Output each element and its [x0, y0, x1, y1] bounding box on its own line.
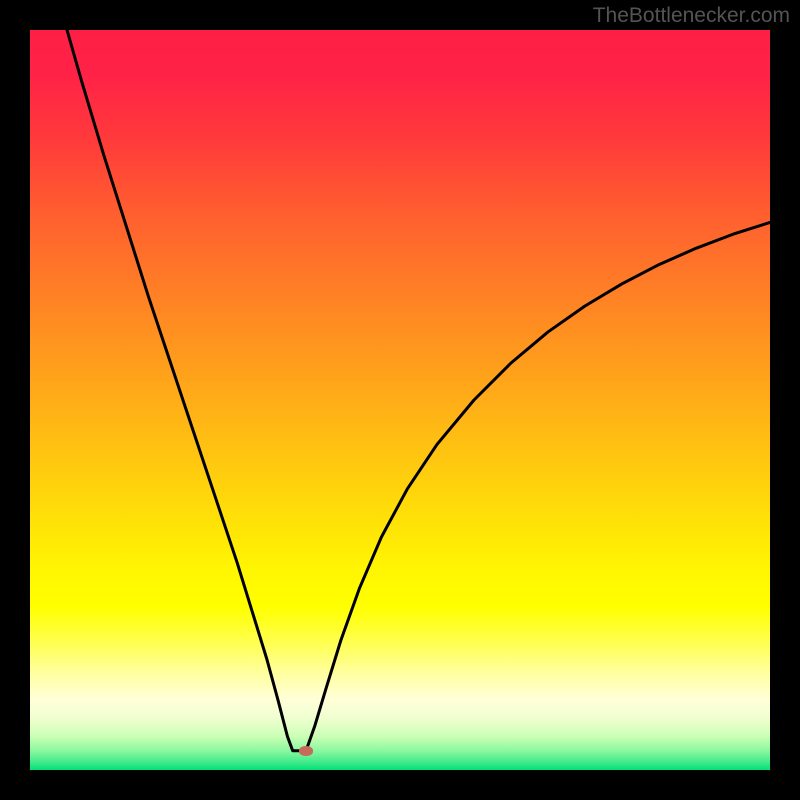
frame-border-left	[0, 0, 30, 800]
frame-border-bottom	[0, 770, 800, 800]
plot-area	[30, 30, 770, 770]
gradient-background	[30, 30, 770, 770]
watermark-text: TheBottlenecker.com	[593, 4, 790, 28]
optimum-marker	[299, 746, 313, 756]
frame-border-right	[770, 0, 800, 800]
